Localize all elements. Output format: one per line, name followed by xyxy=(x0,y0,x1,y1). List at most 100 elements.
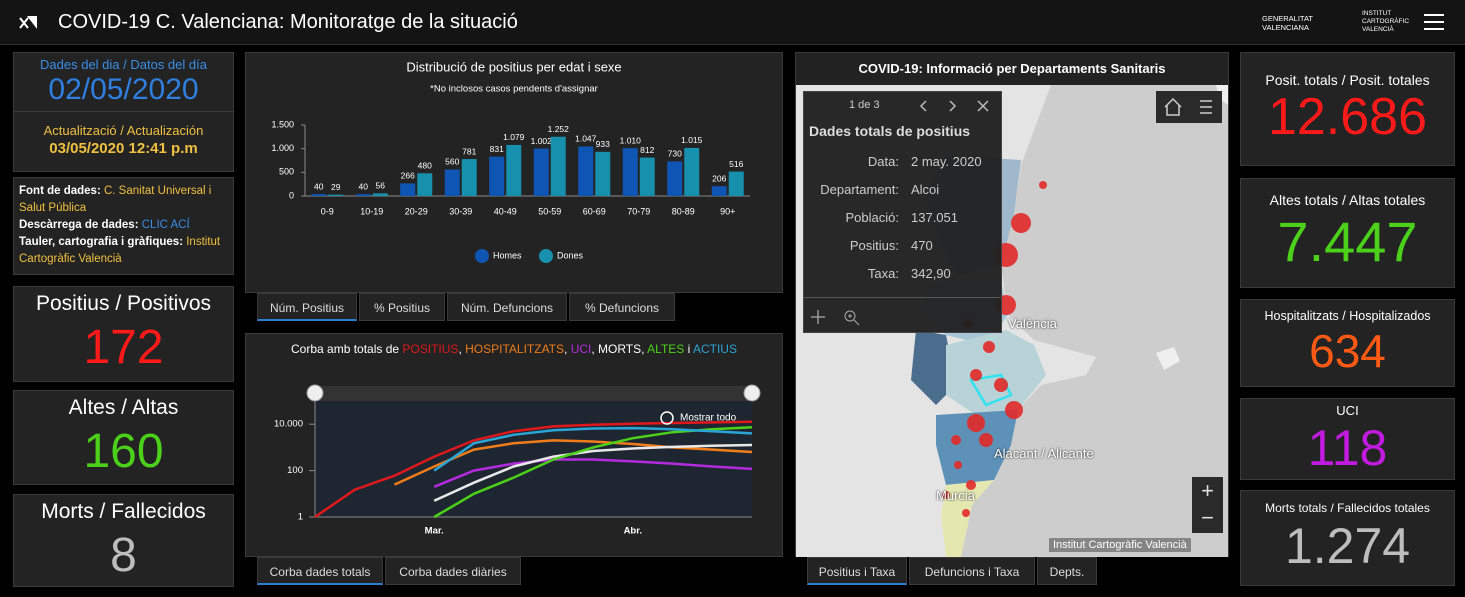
date-label: Dades del dia / Datos del día xyxy=(40,57,207,72)
popup-actions[interactable] xyxy=(809,306,869,328)
chart-title: Corba amb totals de POSITIUS, HOSPITALIT… xyxy=(291,342,737,356)
source-value[interactable]: Institut Cartogràfic Valencià xyxy=(19,236,221,265)
title-part: POSITIUS xyxy=(402,342,458,356)
popup-nav[interactable] xyxy=(914,96,999,116)
popup-field-value: 137.051 xyxy=(911,210,958,225)
popup-pager: 1 de 3 xyxy=(849,99,880,111)
tab[interactable]: % Positius xyxy=(359,293,445,321)
bar xyxy=(595,151,611,196)
series-line xyxy=(314,420,753,519)
x-tick-label: 80-89 xyxy=(672,206,695,216)
data-label: 1.252 xyxy=(548,124,570,134)
data-label: 40 xyxy=(314,181,324,191)
update-value: 03/05/2020 12:41 p.m xyxy=(49,140,198,157)
sources-box: Font de dades: C. Sanitat Universal i Sa… xyxy=(13,177,234,275)
popup-field-value: 342,90 xyxy=(911,266,951,281)
data-label: 1.010 xyxy=(620,135,642,145)
title-part: , MORTS, xyxy=(591,342,647,356)
chart-title: Distribució de positius per edat i sexe xyxy=(406,59,621,74)
data-label: 206 xyxy=(712,173,726,183)
x-tick-label: 90+ xyxy=(720,206,735,216)
zoom-control[interactable]: + − xyxy=(1192,477,1223,533)
bar xyxy=(461,159,477,196)
slider-handle xyxy=(306,384,324,402)
bar xyxy=(355,194,371,196)
popup-title: Dades totals de positius xyxy=(809,123,971,139)
kpi-card: Morts / Fallecidos 8 xyxy=(13,494,234,587)
map-toolbar[interactable] xyxy=(1156,91,1222,123)
data-label: 516 xyxy=(729,159,743,169)
data-label: 781 xyxy=(462,146,476,156)
title-part: , xyxy=(458,342,465,356)
data-label: 1.002 xyxy=(531,136,553,146)
slider-handle xyxy=(743,384,761,402)
x-tick-label: 30-39 xyxy=(449,206,472,216)
bar xyxy=(444,169,460,196)
data-label: 812 xyxy=(640,145,654,155)
y-tick-label: 1 xyxy=(298,512,303,523)
range-slider[interactable] xyxy=(315,386,752,401)
title-part: ACTIUS xyxy=(693,342,737,356)
bar xyxy=(711,186,727,196)
bar xyxy=(372,193,388,196)
popup-field-label: Taxa: xyxy=(867,266,899,281)
bar xyxy=(667,161,683,196)
tab[interactable]: Depts. xyxy=(1037,557,1097,585)
kpi-card: Positius / Positivos 172 xyxy=(13,286,234,382)
attribution: Institut Cartogràfic Valencià xyxy=(1049,538,1191,552)
title-part: HOSPITALITZATS xyxy=(465,342,564,356)
tab[interactable]: Defuncions i Taxa xyxy=(909,557,1035,585)
popup: 1 de 3 Dades totals de positius Data: 2 m… xyxy=(803,91,1002,333)
bar xyxy=(728,171,744,196)
source-link[interactable]: CLIC ACÍ xyxy=(141,219,190,231)
bar xyxy=(506,144,522,196)
data-label: 1.015 xyxy=(681,135,703,145)
kpi-label: Posit. totals / Posit. totales xyxy=(1265,72,1430,88)
popup-field-label: Població: xyxy=(845,210,899,225)
kpi-value: 118 xyxy=(1307,420,1388,476)
bar xyxy=(328,194,344,196)
bar xyxy=(533,148,549,196)
x-tick-label: 10-19 xyxy=(360,206,383,216)
tab[interactable]: % Defuncions xyxy=(569,293,675,321)
y-tick-label: 10.000 xyxy=(274,419,303,430)
menu-button[interactable] xyxy=(1424,13,1444,31)
zoom-reset[interactable]: Mostrar todo xyxy=(680,413,737,424)
tab[interactable]: Corba dades totals xyxy=(257,557,383,585)
kpi-value: 8 xyxy=(110,529,137,582)
kpi-value: 12.686 xyxy=(1267,88,1428,146)
place-label: Alacant / Alicante xyxy=(994,446,1094,461)
header-title: COVID-19 C. Valenciana: Monitoratge de l… xyxy=(58,11,518,33)
tab[interactable]: Positius i Taxa xyxy=(807,557,907,585)
title-part: i xyxy=(684,342,693,356)
kpi-value: 172 xyxy=(83,321,164,374)
data-label: 40 xyxy=(359,181,369,191)
data-label: 560 xyxy=(445,157,459,167)
bar xyxy=(550,136,566,196)
kpi-card: Altes totals / Altas totales 7.447 xyxy=(1240,178,1455,288)
source-value[interactable]: C. Sanitat Universal i Salut Pública xyxy=(19,185,212,214)
data-label: 266 xyxy=(401,171,415,181)
data-label: 831 xyxy=(490,144,504,154)
popup-field-label: Data: xyxy=(867,154,899,169)
plot-area xyxy=(315,401,752,517)
logo-text: GENERALITAT xyxy=(1262,14,1313,23)
bar xyxy=(639,157,655,196)
y-tick-label: 1.000 xyxy=(271,143,294,153)
tab[interactable]: Corba dades diàries xyxy=(385,557,521,585)
tab[interactable]: Núm. Defuncions xyxy=(447,293,567,321)
kpi-card: Hospitalitzats / Hospitalizados 634 xyxy=(1240,299,1455,387)
logo-text: VALENCIÀ xyxy=(1362,26,1394,33)
popup-field-label: Positius: xyxy=(849,238,899,253)
kpi-label: Positius / Positivos xyxy=(35,292,212,315)
kpi-label: Morts totals / Fallecidos totales xyxy=(1265,501,1430,515)
title-part: UCI xyxy=(571,342,592,356)
kpi-label: Morts / Fallecidos xyxy=(41,500,206,523)
x-tick-label: 70-79 xyxy=(627,206,650,216)
kpi-label: Hospitalitzats / Hospitalizados xyxy=(1264,309,1431,323)
zoom-icon[interactable] xyxy=(660,411,674,425)
title-part: , xyxy=(564,342,571,356)
tab[interactable]: Núm. Positius xyxy=(257,293,357,321)
kpi-card: Morts totals / Fallecidos totales 1.274 xyxy=(1240,490,1455,586)
